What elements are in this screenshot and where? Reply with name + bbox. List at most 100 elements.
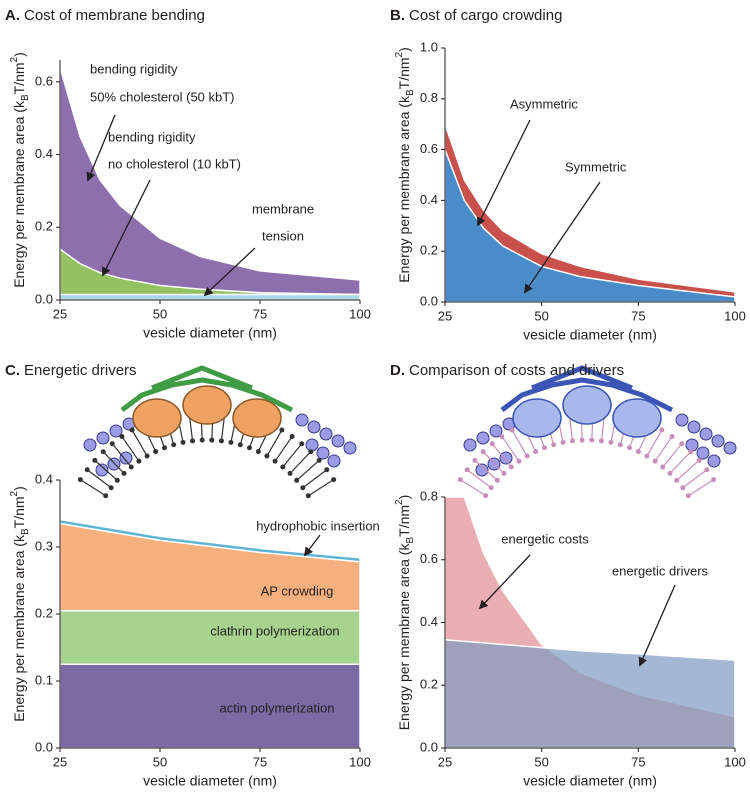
protein-bead xyxy=(95,463,109,477)
lipid-head xyxy=(308,449,314,455)
protein-bead xyxy=(307,420,321,434)
lipid xyxy=(466,469,492,489)
lipid-head xyxy=(228,439,234,445)
lipid-head xyxy=(560,439,566,445)
y-axis-label-part: T/nm xyxy=(396,57,412,89)
protein-bead xyxy=(475,463,489,477)
panel-title-text: Cost of cargo crowding xyxy=(409,7,562,24)
lipid-head xyxy=(542,445,548,451)
x-tick-label: 50 xyxy=(534,754,548,769)
y-tick-label: 0.4 xyxy=(35,146,53,161)
panel-title-text: Energetic drivers xyxy=(24,362,137,379)
illustrations xyxy=(77,365,737,499)
y-axis-label: Energy per membrane area (kBT/nm2) xyxy=(394,495,416,731)
y-axis-label: Energy per membrane area (kBT/nm2) xyxy=(394,47,416,283)
lipid-head xyxy=(685,493,691,499)
y-axis-label-part: T/nm xyxy=(11,62,27,94)
lipid-head xyxy=(570,438,576,444)
x-tick-label: 50 xyxy=(153,754,167,769)
lipid xyxy=(460,479,487,497)
panel-title-text: Cost of membrane bending xyxy=(24,7,205,24)
x-tick-label: 75 xyxy=(631,308,645,323)
lipid-head xyxy=(103,493,109,499)
y-tick-label: 0.6 xyxy=(420,551,438,566)
protein-bead xyxy=(687,420,701,434)
y-tick-label: 0.2 xyxy=(35,219,53,234)
lipid-head xyxy=(305,493,311,499)
lipid-head xyxy=(280,464,286,470)
lipid-head xyxy=(660,464,666,470)
protein-bead xyxy=(499,451,513,465)
x-axis-label: vesicle diameter (nm) xyxy=(523,327,657,343)
lipid-head xyxy=(264,453,270,459)
lipid xyxy=(676,459,700,481)
panel-title-text: Comparison of costs and drivers xyxy=(409,362,624,379)
lipid-head xyxy=(680,485,686,491)
x-tick-label: 100 xyxy=(349,306,371,321)
y-axis-label-part: 2 xyxy=(9,56,20,62)
lipid-head xyxy=(331,477,337,483)
lipid-head xyxy=(129,427,135,433)
x-tick-label: 75 xyxy=(253,306,267,321)
panel-letter: D. xyxy=(390,362,405,379)
lipid xyxy=(121,436,140,462)
lipid-head xyxy=(644,453,650,459)
lipid-head xyxy=(100,449,106,455)
protein-bead xyxy=(463,438,477,452)
lipid-head xyxy=(272,458,278,464)
lipid-head xyxy=(635,449,641,455)
lipid xyxy=(491,443,512,468)
arrow xyxy=(203,247,256,297)
protein-bead xyxy=(723,441,737,455)
lipid-head xyxy=(289,433,295,439)
annotation: bending rigidity xyxy=(90,61,178,76)
lipid-head xyxy=(300,485,306,491)
protein-bead xyxy=(327,454,341,468)
panel-title: B. Cost of cargo crowding xyxy=(390,7,562,24)
lipid-head xyxy=(598,438,604,444)
y-axis-label-part: B xyxy=(20,528,31,535)
lipid xyxy=(86,469,112,489)
lipid-head xyxy=(218,438,224,444)
lipid xyxy=(102,451,125,474)
protein-bead xyxy=(487,457,501,471)
y-tick-label: 0.2 xyxy=(35,605,53,620)
y-axis-label-part: Energy per membrane area (k xyxy=(11,534,27,722)
y-axis-label: Energy per membrane area (kBT/nm2) xyxy=(9,486,31,722)
series-label: hydrophobic insertion xyxy=(256,518,380,533)
y-axis-label-part: T/nm xyxy=(396,505,412,537)
lipid-head xyxy=(144,453,150,459)
lipid xyxy=(289,451,312,474)
lipid-head xyxy=(324,467,330,473)
lipid-head xyxy=(180,439,186,445)
arrow xyxy=(478,554,531,610)
lipid-head xyxy=(128,464,134,470)
y-axis-label: Energy per membrane area (kBT/nm2) xyxy=(9,52,31,288)
series-label: AP crowding xyxy=(261,583,334,598)
lipid-head xyxy=(516,458,522,464)
series-label: actin polymerization xyxy=(220,700,335,715)
adaptor xyxy=(612,398,662,438)
lipid xyxy=(669,451,692,474)
lipid-head xyxy=(108,485,114,491)
protein-bead xyxy=(319,427,333,441)
y-tick-label: 0.2 xyxy=(420,243,438,258)
lipid-head xyxy=(652,458,658,464)
lipid-head xyxy=(688,449,694,455)
lipid-head xyxy=(711,477,717,483)
panel: 0.0 0.1 0.2 0.3 0.4 25 50 75 100 vesicle diameter… xyxy=(5,362,380,789)
y-tick-label: 0.0 xyxy=(420,739,438,754)
annotation: 50% cholesterol (50 kbT) xyxy=(90,89,235,104)
lipid-head xyxy=(696,457,702,463)
x-tick-label: 50 xyxy=(534,308,548,323)
lipid-head xyxy=(255,449,261,455)
lipid-head xyxy=(667,470,673,476)
lipid-head xyxy=(501,470,507,476)
area xyxy=(444,638,736,749)
lipid-head xyxy=(92,457,98,463)
lipid xyxy=(646,429,663,457)
lipid-head xyxy=(674,477,680,483)
x-tick-label: 25 xyxy=(438,754,452,769)
lipid xyxy=(282,443,303,468)
